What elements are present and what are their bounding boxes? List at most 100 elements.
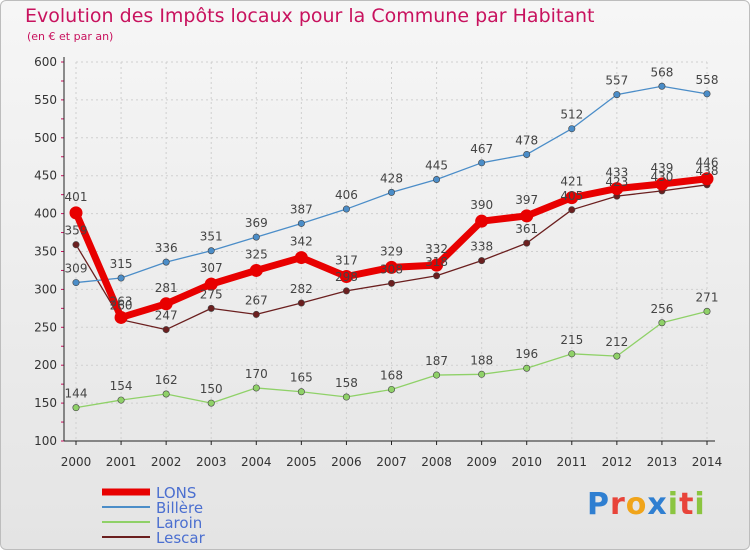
chart-subtitle: (en € et par an)	[27, 30, 114, 43]
data-label: 405	[560, 189, 583, 203]
data-label: 387	[290, 202, 313, 216]
data-point	[297, 388, 305, 396]
legend-label-laroin: Laroin	[156, 514, 202, 532]
data-label: 332	[425, 242, 448, 256]
data-label: 165	[290, 371, 313, 385]
data-label: 298	[335, 270, 358, 284]
data-label: 318	[425, 255, 448, 269]
y-tick-label: 100	[34, 434, 57, 448]
proxiti-logo: Proxiti	[587, 487, 706, 522]
data-label: 401	[65, 190, 88, 204]
data-label: 467	[470, 142, 493, 156]
x-tick-label: 2004	[241, 455, 272, 469]
data-label: 215	[560, 333, 583, 347]
data-point	[72, 279, 80, 287]
data-point	[523, 364, 531, 372]
data-point	[658, 319, 666, 327]
data-label: 256	[650, 302, 673, 316]
data-point	[252, 310, 260, 318]
data-point	[342, 205, 350, 213]
y-tick-label: 300	[34, 282, 57, 296]
data-point	[69, 206, 83, 220]
data-label: 212	[605, 335, 628, 349]
logo-letter: r	[610, 487, 626, 522]
y-tick-label: 200	[34, 358, 57, 372]
x-tick-label: 2013	[647, 455, 678, 469]
data-label: 351	[200, 230, 223, 244]
data-label: 317	[335, 254, 358, 268]
data-point	[475, 214, 489, 228]
data-point	[342, 393, 350, 401]
logo-letter: P	[587, 487, 610, 522]
x-tick-label: 2012	[602, 455, 633, 469]
data-label: 308	[380, 262, 403, 276]
data-point	[387, 385, 395, 393]
data-point	[297, 219, 305, 227]
data-label: 309	[65, 262, 88, 276]
data-point	[204, 277, 218, 291]
data-label: 390	[470, 198, 493, 212]
data-point	[433, 272, 441, 280]
y-tick-label: 450	[34, 169, 57, 183]
data-point	[207, 247, 215, 255]
x-tick-label: 2001	[106, 455, 137, 469]
data-label: 369	[245, 216, 268, 230]
data-point	[249, 263, 263, 277]
data-point	[478, 159, 486, 167]
logo-letter: i	[667, 487, 680, 522]
data-label: 512	[560, 108, 583, 122]
x-tick-label: 2010	[511, 455, 542, 469]
data-point	[339, 270, 353, 284]
data-label: 439	[650, 161, 673, 175]
data-label: 336	[155, 241, 178, 255]
data-point	[162, 258, 170, 266]
data-point	[294, 251, 308, 265]
data-label: 446	[696, 156, 719, 170]
data-point	[252, 384, 260, 392]
logo-letter: t	[679, 487, 695, 522]
legend-label-lons: LONS	[156, 484, 196, 502]
data-point	[159, 297, 173, 311]
data-label: 361	[515, 222, 538, 236]
data-label: 406	[335, 188, 358, 202]
data-point	[568, 125, 576, 133]
x-tick-label: 2000	[61, 455, 92, 469]
data-label: 338	[470, 240, 493, 254]
x-tick-label: 2014	[692, 455, 723, 469]
data-point	[72, 241, 80, 249]
data-label: 263	[110, 294, 133, 308]
data-point	[117, 274, 125, 282]
data-point	[117, 396, 125, 404]
data-point	[568, 206, 576, 214]
data-point	[252, 233, 260, 241]
data-label: 359	[65, 224, 88, 238]
data-label: 247	[155, 309, 178, 323]
x-tick-label: 2011	[557, 455, 588, 469]
data-point	[703, 307, 711, 315]
data-label: 188	[470, 353, 493, 367]
data-label: 329	[380, 244, 403, 258]
y-tick-label: 350	[34, 245, 57, 259]
x-tick-label: 2009	[466, 455, 497, 469]
x-tick-label: 2003	[196, 455, 227, 469]
data-point	[297, 299, 305, 307]
data-label: 150	[200, 382, 223, 396]
data-label: 196	[515, 347, 538, 361]
data-label: 275	[200, 287, 223, 301]
data-label: 162	[155, 373, 178, 387]
chart-title: Evolution des Impôts locaux pour la Comm…	[25, 5, 595, 27]
legend-label-billère: Billère	[156, 499, 203, 517]
data-point	[523, 239, 531, 247]
data-label: 307	[200, 261, 223, 275]
data-point	[162, 390, 170, 398]
data-label: 154	[110, 379, 133, 393]
data-label: 423	[605, 175, 628, 189]
data-point	[72, 404, 80, 412]
x-tick-label: 2005	[286, 455, 317, 469]
data-label: 397	[515, 193, 538, 207]
data-label: 271	[696, 290, 719, 304]
data-point	[114, 310, 128, 324]
data-point	[565, 191, 579, 205]
